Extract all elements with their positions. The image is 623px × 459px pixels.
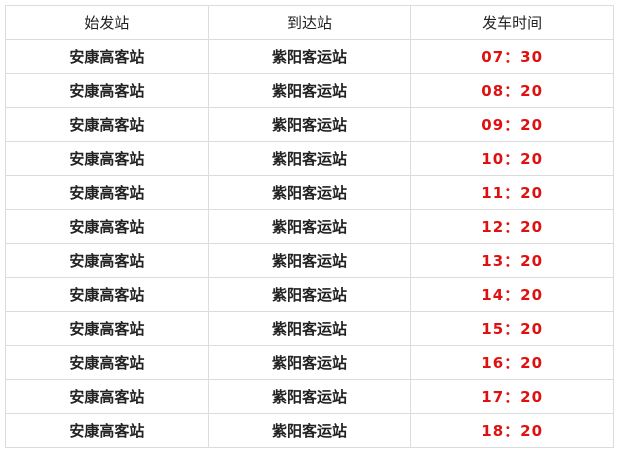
- origin-cell: 安康高客站: [5, 243, 209, 278]
- origin-cell: 安康高客站: [5, 379, 209, 414]
- table-row: 安康高客站 紫阳客运站 07：30: [5, 39, 614, 74]
- departure-time-cell: 07：30: [410, 39, 614, 74]
- departure-time-cell: 08：20: [410, 73, 614, 108]
- destination-cell: 紫阳客运站: [207, 413, 412, 448]
- origin-cell: 安康高客站: [5, 175, 209, 210]
- destination-cell: 紫阳客运站: [207, 311, 412, 346]
- destination-cell: 紫阳客运站: [207, 209, 412, 244]
- origin-cell: 安康高客站: [5, 209, 209, 244]
- header-row: 始发站 到达站 发车时间: [5, 5, 614, 40]
- table-row: 安康高客站 紫阳客运站 16：20: [5, 345, 614, 380]
- table-row: 安康高客站 紫阳客运站 17：20: [5, 379, 614, 414]
- table-row: 安康高客站 紫阳客运站 15：20: [5, 311, 614, 346]
- table-row: 安康高客站 紫阳客运站 18：20: [5, 413, 614, 448]
- destination-cell: 紫阳客运站: [207, 379, 412, 414]
- departure-time-cell: 09：20: [410, 107, 614, 142]
- destination-cell: 紫阳客运站: [207, 345, 412, 380]
- departure-time-cell: 10：20: [410, 141, 614, 176]
- origin-cell: 安康高客站: [5, 73, 209, 108]
- destination-cell: 紫阳客运站: [207, 277, 412, 312]
- departure-time-cell: 17：20: [410, 379, 614, 414]
- header-departure-time: 发车时间: [410, 5, 614, 40]
- destination-cell: 紫阳客运站: [207, 107, 412, 142]
- departure-time-cell: 11：20: [410, 175, 614, 210]
- departure-time-cell: 13：20: [410, 243, 614, 278]
- origin-cell: 安康高客站: [5, 107, 209, 142]
- destination-cell: 紫阳客运站: [207, 141, 412, 176]
- origin-cell: 安康高客站: [5, 277, 209, 312]
- origin-cell: 安康高客站: [5, 345, 209, 380]
- header-origin: 始发站: [5, 5, 209, 40]
- destination-cell: 紫阳客运站: [207, 175, 412, 210]
- table-row: 安康高客站 紫阳客运站 08：20: [5, 73, 614, 108]
- departure-time-cell: 12：20: [410, 209, 614, 244]
- origin-cell: 安康高客站: [5, 311, 209, 346]
- bus-schedule-table: 始发站 到达站 发车时间 安康高客站 紫阳客运站 07：30 安康高客站 紫阳客运站 08…: [5, 5, 614, 448]
- table-row: 安康高客站 紫阳客运站 11：20: [5, 175, 614, 210]
- departure-time-cell: 15：20: [410, 311, 614, 346]
- destination-cell: 紫阳客运站: [207, 39, 412, 74]
- table-row: 安康高客站 紫阳客运站 09：20: [5, 107, 614, 142]
- destination-cell: 紫阳客运站: [207, 73, 412, 108]
- departure-time-cell: 18：20: [410, 413, 614, 448]
- origin-cell: 安康高客站: [5, 141, 209, 176]
- destination-cell: 紫阳客运站: [207, 243, 412, 278]
- table-row: 安康高客站 紫阳客运站 13：20: [5, 243, 614, 278]
- table-row: 安康高客站 紫阳客运站 10：20: [5, 141, 614, 176]
- departure-time-cell: 16：20: [410, 345, 614, 380]
- table-row: 安康高客站 紫阳客运站 14：20: [5, 277, 614, 312]
- origin-cell: 安康高客站: [5, 39, 209, 74]
- departure-time-cell: 14：20: [410, 277, 614, 312]
- table-row: 安康高客站 紫阳客运站 12：20: [5, 209, 614, 244]
- origin-cell: 安康高客站: [5, 413, 209, 448]
- header-destination: 到达站: [207, 5, 412, 40]
